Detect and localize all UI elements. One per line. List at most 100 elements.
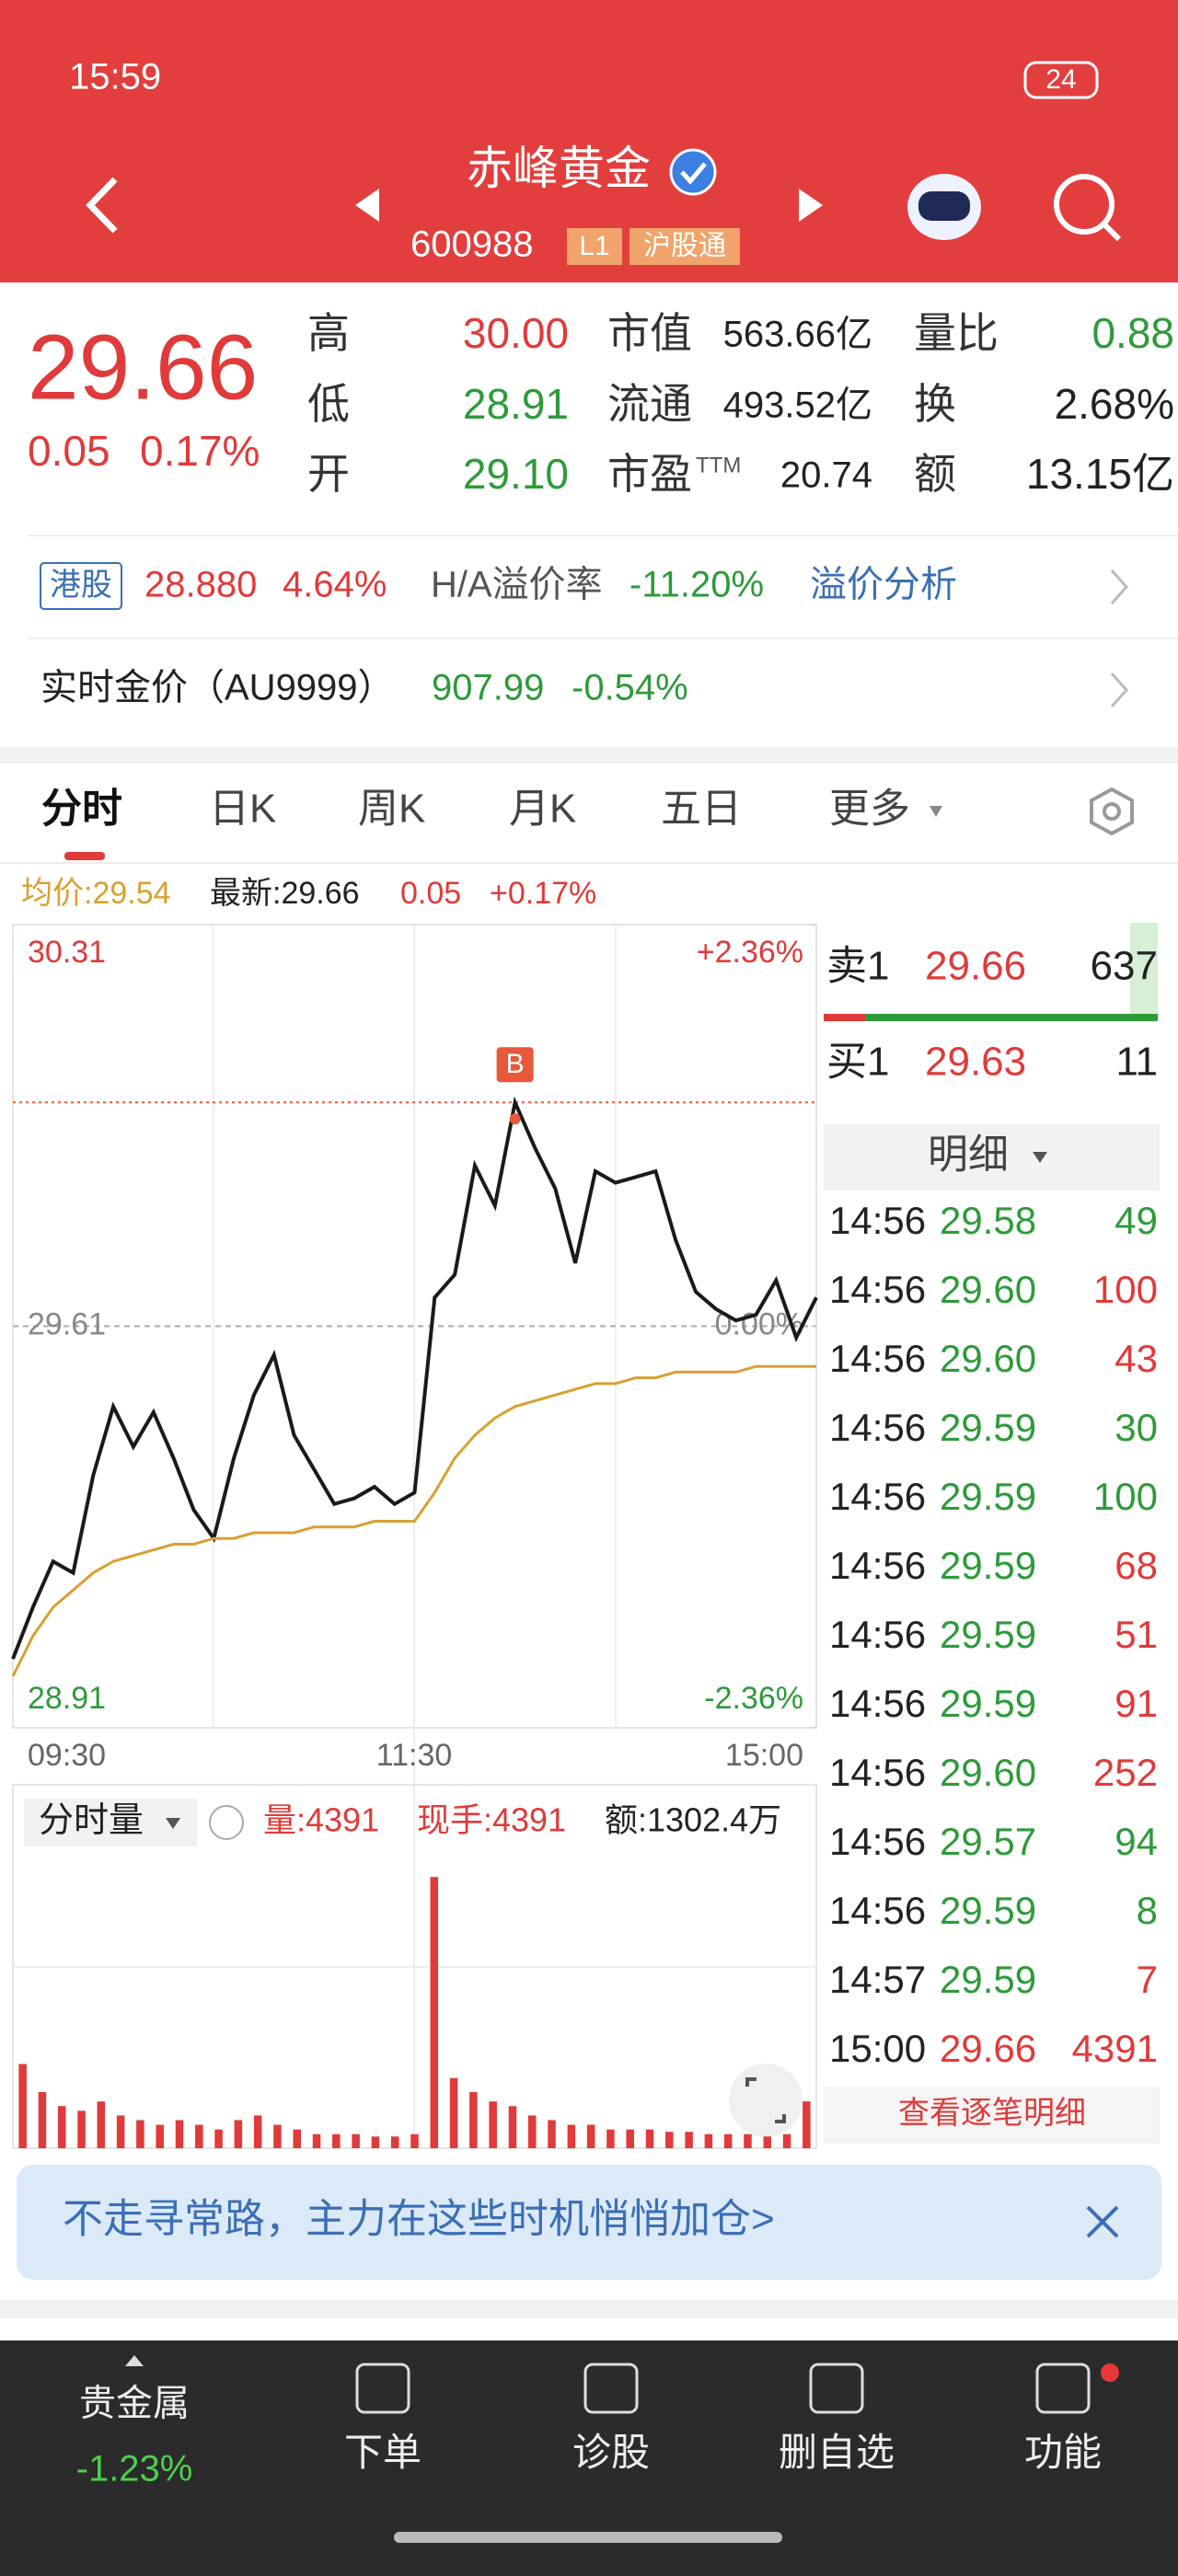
tick-vol: 94: [1114, 1820, 1158, 1863]
status-time: 15:59: [69, 57, 161, 98]
sector-pct: -1.23%: [76, 2449, 193, 2490]
tab[interactable]: 周K: [358, 787, 425, 832]
stat-value: 30.00: [463, 309, 569, 357]
gold-label: 实时金价（AU9999）: [40, 668, 395, 708]
volume-bar: [38, 2092, 47, 2148]
volume-bar: [567, 2124, 576, 2148]
last-price: 29.66: [28, 316, 258, 419]
volume-bar: [214, 2129, 223, 2148]
change-pct: 0.17%: [140, 427, 260, 475]
tick-time: 14:56: [829, 1406, 926, 1449]
battery-level: 24: [1045, 64, 1076, 95]
stat-label: 流通: [607, 380, 692, 428]
tab[interactable]: 分时: [41, 787, 122, 832]
gold-price: 907.99: [432, 668, 544, 708]
stock-name: 赤峰黄金: [467, 143, 651, 194]
volume-bar: [156, 2124, 164, 2148]
tick-vol: 100: [1093, 1475, 1158, 1518]
volume-title-box[interactable]: [24, 1799, 197, 1846]
nav-item[interactable]: 删自选: [779, 2431, 895, 2474]
info-pct: +0.17%: [490, 876, 596, 911]
tick-vol: 68: [1114, 1544, 1158, 1587]
stat-value: 13.15亿: [1026, 450, 1174, 498]
detail-more[interactable]: 查看逐笔明细: [898, 2096, 1086, 2131]
tick-time: 14:56: [829, 1889, 926, 1932]
hk-tag-box: [40, 562, 122, 610]
stat-value: 20.74: [780, 455, 872, 496]
volume-bar: [782, 2133, 791, 2148]
stat-label: 市盈: [607, 450, 692, 498]
volume-bar: [390, 2136, 399, 2148]
fullscreen-button[interactable]: [729, 2064, 803, 2137]
stat-label: 开: [307, 450, 350, 498]
volume-bar: [57, 2106, 66, 2148]
tab[interactable]: 日K: [209, 787, 276, 832]
gap: [0, 747, 1178, 764]
premium-link[interactable]: 溢价分析: [810, 565, 957, 605]
ask-vol: 637: [1091, 944, 1158, 989]
y-tick-label: 30.31: [28, 935, 106, 970]
banner-close[interactable]: [1086, 2205, 1119, 2238]
change: 0.05: [28, 427, 110, 475]
ask-label: 卖1: [826, 944, 889, 989]
tab[interactable]: 更多: [829, 787, 910, 832]
tick-price: 29.59: [940, 1475, 1036, 1518]
tick-time: 14:56: [829, 1544, 926, 1587]
nav-item[interactable]: 下单: [344, 2431, 422, 2474]
prev-stock[interactable]: [355, 189, 379, 222]
robot-face: [918, 191, 970, 221]
bid-price: 29.63: [925, 1040, 1026, 1085]
volume-bar: [352, 2133, 360, 2148]
connect-badge: [629, 228, 740, 265]
tick-price: 29.60: [940, 1751, 1036, 1794]
back-button[interactable]: [86, 177, 118, 234]
stat-label: 换: [914, 380, 956, 428]
detail-title: 明细: [928, 1133, 1009, 1178]
volume: 量:4391: [263, 1801, 379, 1839]
detail-header[interactable]: [824, 1124, 1160, 1190]
stat-value: 2.68%: [1055, 380, 1174, 428]
settings-icon[interactable]: [1090, 787, 1134, 836]
detail-more-bg[interactable]: [824, 2087, 1160, 2144]
price-line: [11, 1096, 818, 1660]
banner[interactable]: [17, 2165, 1161, 2280]
banner-text[interactable]: 不走寻常路，主力在这些时机悄悄加仓>: [63, 2197, 775, 2242]
help-icon[interactable]: [209, 1805, 244, 1840]
gold-pct: -0.54%: [572, 668, 688, 708]
time-label: 09:30: [28, 1738, 106, 1773]
stat-label: 市值: [607, 309, 692, 357]
stat-label: 低: [307, 380, 350, 428]
level: L1: [579, 231, 609, 261]
chevron: [1110, 673, 1129, 707]
tick-time: 14:57: [829, 1958, 926, 2001]
more-arrow: [930, 806, 942, 817]
stat-value: 563.66亿: [723, 315, 872, 355]
stock-code: 600988: [410, 224, 533, 265]
tick-vol: 7: [1137, 1958, 1158, 2001]
detail-arrow: [1033, 1152, 1047, 1163]
volume-bar: [665, 2132, 674, 2148]
volume-bar: [723, 2133, 733, 2148]
volume-bar: [586, 2124, 595, 2148]
stat-label: 量比: [914, 309, 999, 357]
volume-bar: [410, 2133, 419, 2148]
stat-suffix: TTM: [696, 453, 741, 477]
tab-indicator: [64, 852, 105, 860]
tab[interactable]: 五日: [661, 787, 742, 832]
nav-item[interactable]: 诊股: [572, 2431, 650, 2474]
search-icon[interactable]: [1054, 174, 1114, 235]
next-stock[interactable]: [799, 189, 823, 222]
nav-item[interactable]: 功能: [1024, 2431, 1102, 2474]
volume-bar: [371, 2136, 380, 2148]
volume-bar: [293, 2129, 302, 2148]
volume-bar: [116, 2115, 125, 2148]
volume-bar: [77, 2110, 86, 2148]
sector[interactable]: 贵金属: [79, 2384, 190, 2424]
fullscreen-icon: [745, 2077, 786, 2123]
volume-bar: [175, 2120, 184, 2148]
verified-icon: [669, 148, 717, 196]
volume-arrow: [166, 1818, 180, 1829]
tab[interactable]: 月K: [509, 787, 576, 832]
